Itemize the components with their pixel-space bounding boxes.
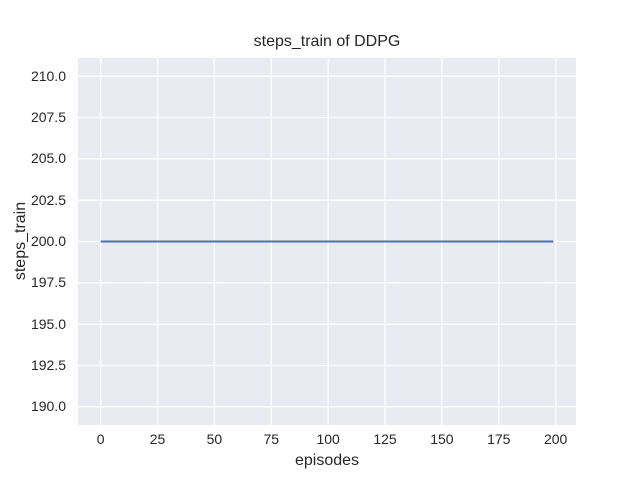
- x-tick-label: 175: [487, 431, 511, 447]
- y-tick-label: 207.5: [30, 109, 66, 125]
- x-tick-label: 75: [263, 431, 280, 447]
- x-tick-label: 25: [149, 431, 166, 447]
- chart-title: steps_train of DDPG: [253, 33, 401, 50]
- x-tick-label: 200: [543, 431, 568, 447]
- x-axis-label: episodes: [294, 452, 360, 469]
- y-tick-label: 195.0: [30, 315, 66, 332]
- y-tick-label: 205.0: [30, 150, 66, 167]
- y-tick-label: 197.5: [30, 274, 66, 291]
- y-tick-label: 210.0: [30, 67, 66, 84]
- y-tick-label: 192.5: [30, 356, 66, 373]
- y-tick-label: 190.0: [30, 398, 66, 415]
- x-tick-label: 50: [206, 431, 223, 447]
- y-tick-label: 202.5: [30, 191, 66, 208]
- x-tick-label: 125: [373, 431, 397, 447]
- plot-area: [78, 58, 576, 425]
- x-tick-label: 100: [316, 431, 340, 447]
- x-tick-label: 150: [430, 431, 454, 447]
- y-tick-label: 200.0: [30, 233, 66, 249]
- x-tick-label: 0: [96, 431, 105, 447]
